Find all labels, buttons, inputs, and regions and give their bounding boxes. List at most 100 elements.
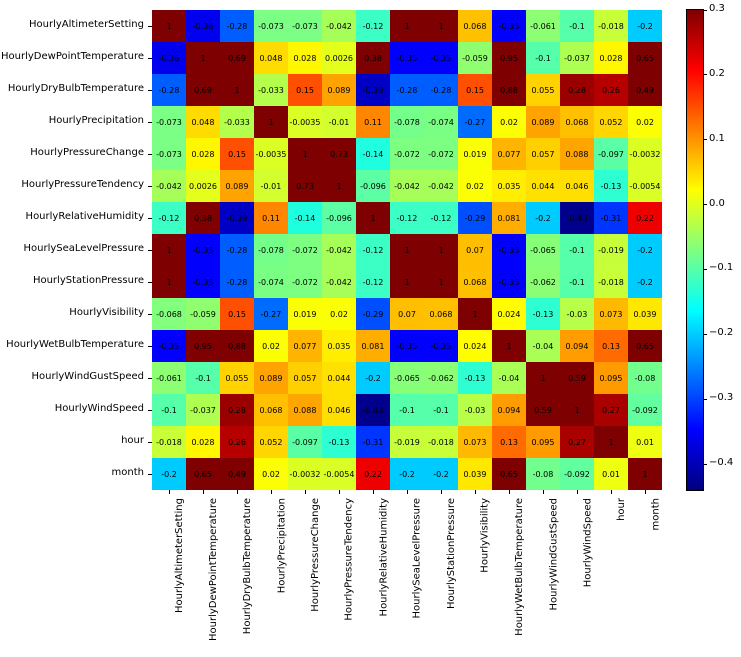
heatmap-cell: 0.15 bbox=[288, 74, 322, 106]
y-tick bbox=[148, 410, 152, 411]
heatmap-cell-value: 0.88 bbox=[228, 342, 246, 351]
heatmap-cell: 1 bbox=[390, 234, 424, 266]
y-axis-label: HourlyPressureChange bbox=[0, 147, 144, 158]
heatmap-cell-value: -0.072 bbox=[394, 150, 420, 159]
heatmap-cell-value: -0.43 bbox=[363, 406, 384, 415]
y-tick bbox=[148, 218, 152, 219]
x-axis-label: HourlyDewPointTemperature bbox=[208, 498, 219, 641]
y-axis-label: HourlyDewPointTemperature bbox=[0, 51, 144, 62]
heatmap-cell-value: 0.95 bbox=[194, 342, 212, 351]
heatmap-cell: -0.27 bbox=[458, 106, 492, 138]
x-tick bbox=[169, 490, 170, 494]
heatmap-cell-value: 0.048 bbox=[192, 118, 215, 127]
y-axis-label: HourlyPrecipitation bbox=[0, 115, 144, 126]
heatmap-cell-value: -0.28 bbox=[397, 86, 418, 95]
heatmap-cell: -0.35 bbox=[186, 234, 220, 266]
heatmap-cell-value: 0.13 bbox=[602, 342, 620, 351]
heatmap-cell: 0.089 bbox=[322, 74, 356, 106]
heatmap-cell: -0.037 bbox=[186, 394, 220, 426]
heatmap-cell-value: -0.065 bbox=[530, 246, 556, 255]
heatmap-cell-value: 0.068 bbox=[260, 406, 283, 415]
heatmap-cell-value: -0.29 bbox=[465, 214, 486, 223]
heatmap-cell: -0.1 bbox=[560, 234, 594, 266]
heatmap-cell: -0.037 bbox=[560, 42, 594, 74]
heatmap-cell-value: -0.2 bbox=[433, 470, 449, 479]
heatmap-cell: 0.024 bbox=[492, 298, 526, 330]
heatmap-cell: -0.073 bbox=[254, 10, 288, 42]
heatmap-cell: -0.073 bbox=[152, 106, 186, 138]
heatmap-cell: 0.048 bbox=[254, 42, 288, 74]
heatmap-cell: 0.089 bbox=[526, 106, 560, 138]
heatmap-cell: -0.1 bbox=[390, 394, 424, 426]
heatmap-cell-value: 1 bbox=[438, 246, 443, 255]
heatmap-cell: -0.12 bbox=[424, 202, 458, 234]
heatmap-cell-value: 0.49 bbox=[228, 470, 246, 479]
heatmap-cell-value: 0.035 bbox=[498, 182, 521, 191]
heatmap-cell-value: 0.095 bbox=[600, 374, 623, 383]
heatmap-cell-value: 0.089 bbox=[328, 86, 351, 95]
heatmap-cell: 0.27 bbox=[560, 426, 594, 458]
heatmap-cell-value: 1 bbox=[404, 278, 409, 287]
heatmap-cell-value: -0.074 bbox=[258, 278, 284, 287]
heatmap-cell: -0.092 bbox=[560, 458, 594, 490]
heatmap-cell-value: -0.2 bbox=[637, 22, 653, 31]
heatmap-cell-value: 0.089 bbox=[226, 182, 249, 191]
heatmap-cell: 1 bbox=[628, 458, 662, 490]
heatmap-cell-value: 0.073 bbox=[464, 438, 487, 447]
x-tick bbox=[305, 490, 306, 494]
heatmap-cell: -0.13 bbox=[322, 426, 356, 458]
heatmap-cell-value: -0.35 bbox=[499, 246, 520, 255]
heatmap-cell: 0.65 bbox=[186, 458, 220, 490]
heatmap-cell: -0.01 bbox=[254, 170, 288, 202]
heatmap-cell: -0.12 bbox=[356, 234, 390, 266]
heatmap-cell-value: -0.073 bbox=[292, 22, 318, 31]
heatmap-cell: 0.035 bbox=[492, 170, 526, 202]
heatmap-cell: -0.2 bbox=[424, 458, 458, 490]
y-tick bbox=[148, 154, 152, 155]
heatmap-cell: 0.068 bbox=[254, 394, 288, 426]
heatmap-cell-value: 0.95 bbox=[500, 54, 518, 63]
heatmap-cell: 0.052 bbox=[594, 106, 628, 138]
heatmap-cell-value: 0.028 bbox=[192, 438, 215, 447]
heatmap-cell: 0.068 bbox=[458, 10, 492, 42]
x-tick bbox=[509, 490, 510, 494]
heatmap-cell-value: 0.01 bbox=[602, 470, 620, 479]
heatmap-cell-value: 0.052 bbox=[600, 118, 623, 127]
heatmap-cell: 0.07 bbox=[458, 234, 492, 266]
heatmap-cell: -0.2 bbox=[628, 266, 662, 298]
heatmap-cell: -0.059 bbox=[458, 42, 492, 74]
y-axis-label: HourlyWindGustSpeed bbox=[0, 371, 144, 382]
heatmap-cell: -0.074 bbox=[424, 106, 458, 138]
heatmap-cell-value: -0.065 bbox=[394, 374, 420, 383]
heatmap-cell-value: -0.14 bbox=[295, 214, 316, 223]
heatmap-cell-value: -0.068 bbox=[156, 310, 182, 319]
x-axis-label: hour bbox=[616, 498, 627, 521]
heatmap-cell-value: -0.0054 bbox=[630, 182, 661, 191]
heatmap-cell: -0.35 bbox=[424, 330, 458, 362]
y-axis-label: HourlyWetBulbTemperature bbox=[0, 339, 144, 350]
heatmap-cell-value: -0.27 bbox=[261, 310, 282, 319]
heatmap-cell: -0.0054 bbox=[628, 170, 662, 202]
heatmap-cell-value: 0.65 bbox=[636, 342, 654, 351]
heatmap-cell-value: -0.062 bbox=[530, 278, 556, 287]
heatmap-cell: 0.26 bbox=[220, 426, 254, 458]
heatmap-cell: -0.2 bbox=[628, 10, 662, 42]
heatmap-cell: 0.65 bbox=[628, 330, 662, 362]
heatmap-cell-value: 0.068 bbox=[464, 278, 487, 287]
heatmap-cell: 0.044 bbox=[526, 170, 560, 202]
heatmap-cell-value: -0.39 bbox=[363, 86, 384, 95]
correlation-heatmap: 1-0.36-0.28-0.073-0.073-0.042-0.12110.06… bbox=[152, 10, 662, 490]
heatmap-cell: 0.02 bbox=[322, 298, 356, 330]
heatmap-cell: 0.095 bbox=[594, 362, 628, 394]
heatmap-cell: 1 bbox=[254, 106, 288, 138]
heatmap-cell-value: -0.1 bbox=[569, 246, 585, 255]
heatmap-cell: 0.69 bbox=[186, 74, 220, 106]
heatmap-cell: -0.0032 bbox=[628, 138, 662, 170]
heatmap-cell-value: 0.077 bbox=[498, 150, 521, 159]
heatmap-cell-value: -0.097 bbox=[598, 150, 624, 159]
heatmap-cell: 0.088 bbox=[560, 138, 594, 170]
heatmap-cell-value: 0.044 bbox=[328, 374, 351, 383]
heatmap-cell: 0.0026 bbox=[186, 170, 220, 202]
colorbar-tick bbox=[703, 204, 707, 205]
heatmap-cell-value: 0.068 bbox=[430, 310, 453, 319]
